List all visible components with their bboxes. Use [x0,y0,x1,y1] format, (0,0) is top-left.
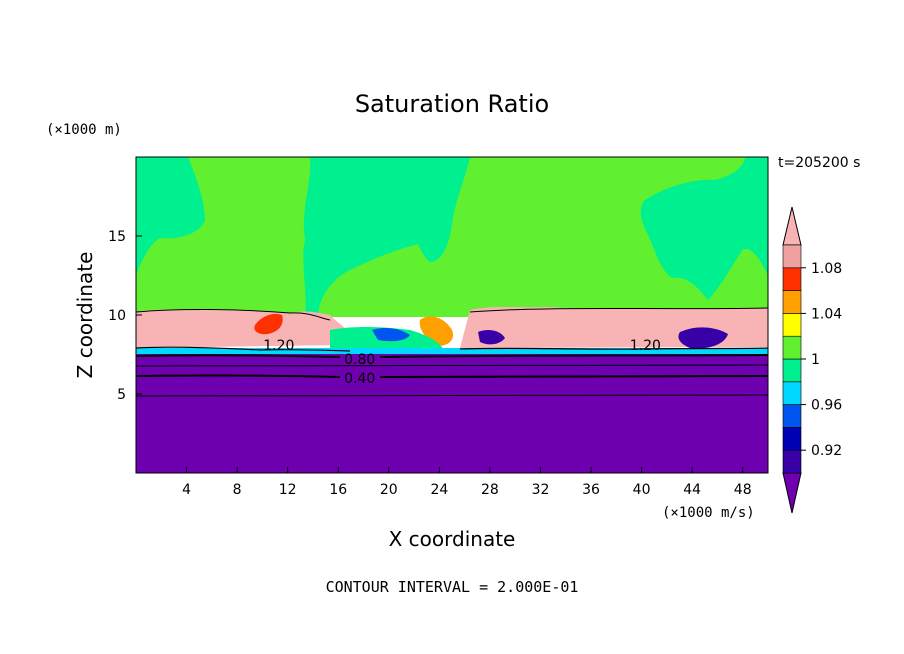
x-tick-label: 16 [329,482,347,498]
colorbar-segment [782,335,802,360]
field-dark-blue-mid [478,330,505,345]
colorbar-label: 1 [811,352,820,368]
colorbar-label: 0.96 [811,398,842,414]
contour-line-upper [135,307,769,321]
colorbar-label: 0.92 [811,443,842,459]
colorbar-segment [782,427,802,451]
contour-label: 0.80 [344,352,375,368]
colorbar-segment [782,404,802,428]
x-tick-label: 4 [182,482,191,498]
y-axis-label: Z coordinate [73,252,97,379]
contour-line-120 [135,346,769,352]
x-tick-label: 36 [582,482,600,498]
x-tick-label: 40 [633,482,651,498]
x-tick-label: 28 [481,482,499,498]
contour-labels: 1.20 0.80 0.40 1.20 [263,338,661,387]
colorbar-segment [782,449,802,474]
x-axis-unit: (×1000 m/s) [662,505,755,521]
colorbar-label: 1.04 [811,306,842,322]
colorbar-segment [782,244,802,269]
x-axis-label: X coordinate [389,527,516,551]
field-red-core [254,313,283,335]
x-tick-label: 44 [683,482,701,498]
x-tick-label: 32 [532,482,550,498]
colorbar-upper-arrow [782,206,802,246]
field-lower-purple [136,354,768,473]
field-dark-blue-right [678,327,728,349]
colorbar-segment [782,313,802,337]
y-tick-label: 5 [117,387,126,403]
x-tick-label: 12 [279,482,297,498]
colorbar-lower-arrow [782,472,802,514]
chart-title: Saturation Ratio [355,90,549,118]
plot-area: 1.20 0.80 0.40 1.20 [135,156,769,474]
field-teal-right [640,157,768,300]
y-axis-ticks: 5 10 15 [108,229,142,403]
x-tick-label: 8 [233,482,242,498]
contour-line-040 [135,374,769,378]
colorbar-segment [782,381,802,405]
colorbar-segment [782,267,802,291]
contour-line-020 [135,394,769,397]
field-green-blob [576,174,632,217]
y-tick-label: 15 [108,229,126,245]
field-teal-left [136,157,205,275]
colorbar-segment [782,358,802,383]
colorbar: 0.92 0.96 1 1.04 1.08 [782,206,842,514]
field-saturated-layer-left [136,309,352,348]
contour-label: 1.20 [263,338,294,354]
contour-line-080 [135,354,769,358]
x-tick-label: 20 [380,482,398,498]
time-label: t=205200 s [778,155,860,171]
field-cyan-band [136,348,768,354]
contour-label: 1.20 [630,338,661,354]
y-tick-label: 10 [108,308,126,324]
x-tick-label: 24 [430,482,448,498]
contour-label: 0.40 [344,371,375,387]
y-axis-unit: (×1000 m) [46,122,122,138]
x-axis-ticks: 4 8 12 16 20 24 28 32 36 40 44 48 [182,467,752,498]
contour-line-060 [135,364,769,367]
colorbar-label: 1.08 [811,261,842,277]
colorbar-segment [782,290,802,314]
contour-interval-footer: CONTOUR INTERVAL = 2.000E-01 [326,578,579,596]
field-blue-center [372,327,410,342]
field-teal-center [303,157,470,317]
x-tick-label: 48 [734,482,752,498]
